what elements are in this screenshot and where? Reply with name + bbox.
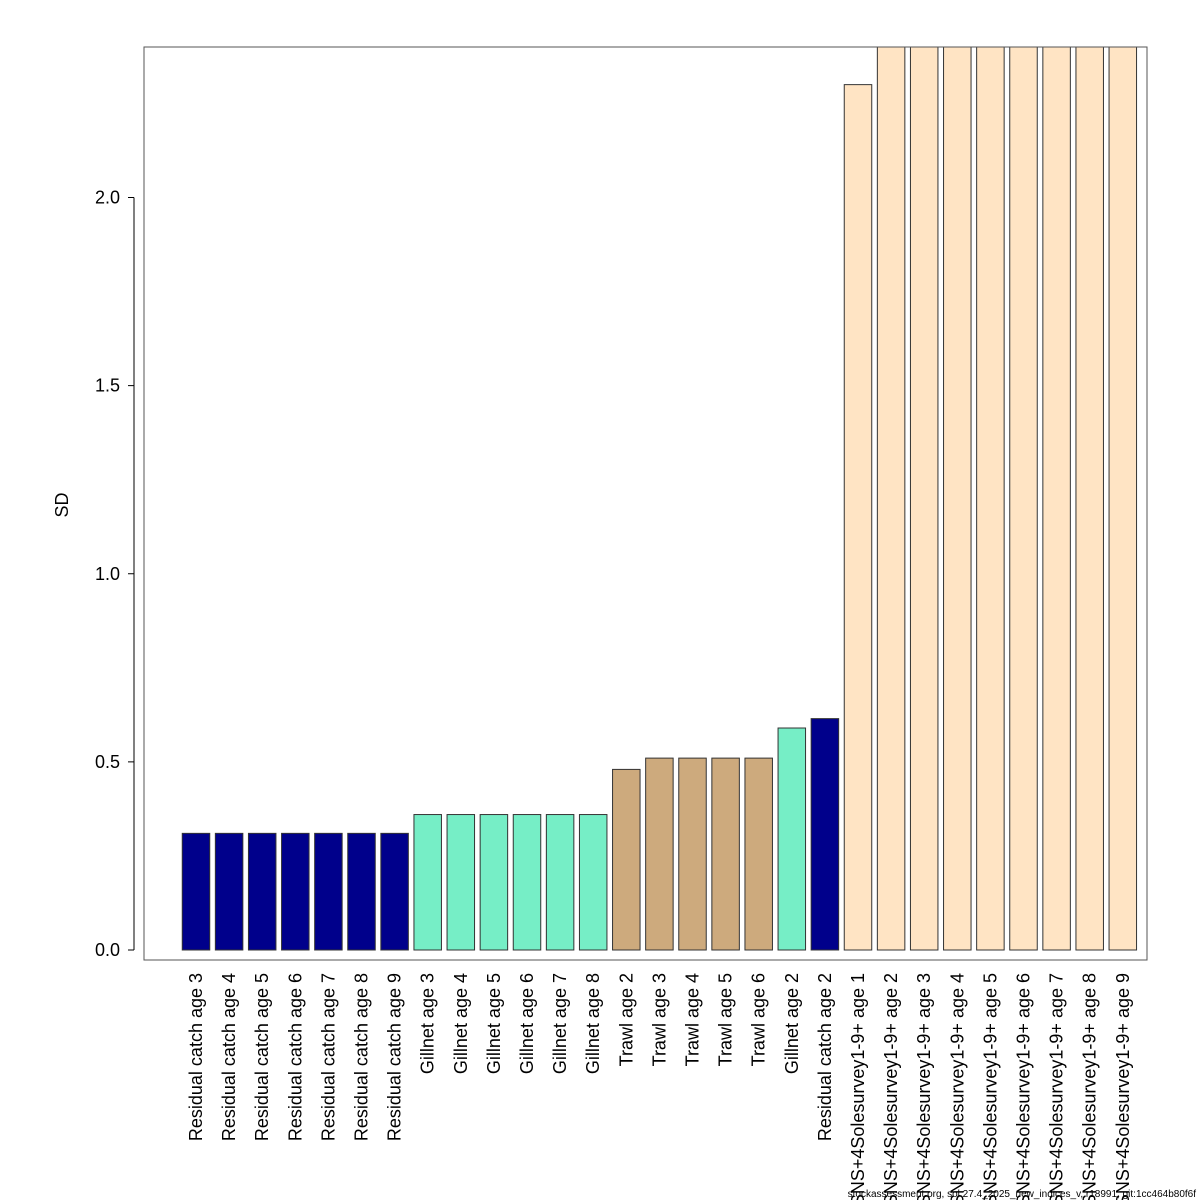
x-tick-label-17: Trawl age 5 — [716, 973, 736, 1066]
x-tick-label-5: Residual catch age 7 — [318, 973, 338, 1141]
x-tick-label-14: Trawl age 2 — [616, 973, 636, 1066]
bar-20 — [810, 718, 840, 951]
x-tick-label-16: Trawl age 4 — [683, 973, 703, 1066]
x-tick-label-7: Residual catch age 9 — [385, 973, 405, 1141]
x-tick-label-3: Residual catch age 5 — [252, 973, 272, 1141]
bar-25 — [976, 46, 1005, 951]
y-tick-label-3: 1.0 — [95, 564, 120, 584]
bar-24 — [943, 46, 972, 951]
bars-layer — [181, 46, 1138, 951]
bar-23 — [909, 46, 939, 951]
x-tick-label-20: Residual catch age 2 — [815, 973, 835, 1141]
bar-9 — [446, 814, 476, 951]
y-axis: 0.0 0.5 1.0 1.5 2.0 — [95, 188, 135, 960]
bar-18 — [744, 757, 773, 951]
x-tick-label-18: Trawl age 6 — [749, 973, 769, 1066]
x-tick-label-25: BTS+SNS+4Solesurvey1-9+ age 5 — [980, 973, 1000, 1200]
y-tick-label-1: 0.0 — [95, 940, 120, 960]
bar-7 — [380, 832, 409, 951]
bar-17 — [711, 757, 740, 951]
footer-text: stockassessment.org, sol.27.4_2025_new_i… — [848, 1189, 1197, 1200]
y-axis-title: SD — [52, 492, 72, 517]
x-tick-label-2: Residual catch age 4 — [219, 973, 239, 1141]
x-tick-label-15: Trawl age 3 — [649, 973, 669, 1066]
bar-22 — [876, 46, 906, 951]
x-tick-label-8: Gillnet age 3 — [418, 973, 438, 1074]
y-tick-label-5: 2.0 — [95, 188, 120, 208]
bar-3 — [247, 832, 277, 951]
x-tick-label-29: BTS+SNS+4Solesurvey1-9+ age 9 — [1113, 973, 1133, 1200]
bar-27 — [1042, 46, 1071, 951]
x-tick-label-6: Residual catch age 8 — [352, 973, 372, 1141]
x-tick-label-27: BTS+SNS+4Solesurvey1-9+ age 7 — [1047, 973, 1067, 1200]
x-tick-label-13: Gillnet age 8 — [583, 973, 603, 1074]
x-tick-label-10: Gillnet age 5 — [484, 973, 504, 1074]
bar-6 — [347, 832, 376, 951]
x-tick-label-9: Gillnet age 4 — [451, 973, 471, 1074]
x-tick-label-22: BTS+SNS+4Solesurvey1-9+ age 2 — [881, 973, 901, 1200]
bar-19 — [777, 727, 807, 951]
x-tick-label-1: Residual catch age 3 — [186, 973, 206, 1141]
bar-11 — [512, 814, 542, 951]
x-tick-label-23: BTS+SNS+4Solesurvey1-9+ age 3 — [914, 973, 934, 1200]
x-tick-label-19: Gillnet age 2 — [782, 973, 802, 1074]
x-tick-label-11: Gillnet age 6 — [517, 973, 537, 1074]
bar-21 — [843, 84, 873, 951]
bar-4 — [281, 832, 310, 951]
bar-5 — [314, 832, 343, 951]
x-tick-label-21: BTS+SNS+4Solesurvey1-9+ age 1 — [848, 973, 868, 1200]
bar-16 — [678, 757, 707, 951]
x-tick-label-24: BTS+SNS+4Solesurvey1-9+ age 4 — [947, 973, 967, 1200]
bar-10 — [479, 814, 509, 951]
bar-29 — [1108, 46, 1138, 951]
bar-12 — [545, 814, 575, 951]
bar-14 — [612, 768, 641, 951]
y-tick-label-2: 0.5 — [95, 752, 120, 772]
x-tick-label-4: Residual catch age 6 — [285, 973, 305, 1141]
x-tick-label-26: BTS+SNS+4Solesurvey1-9+ age 6 — [1014, 973, 1034, 1200]
bar-2 — [214, 832, 244, 951]
bar-28 — [1075, 46, 1104, 951]
x-axis-labels: Residual catch age 3 Residual catch age 4… — [186, 973, 1133, 1200]
bar-8 — [413, 814, 442, 951]
y-tick-label-4: 1.5 — [95, 376, 120, 396]
x-tick-label-12: Gillnet age 7 — [550, 973, 570, 1074]
plot-frame — [143, 46, 1148, 961]
bar-15 — [645, 757, 674, 951]
bar-1 — [181, 832, 211, 951]
bar-26 — [1009, 46, 1038, 951]
bar-13 — [578, 814, 608, 951]
x-tick-label-28: BTS+SNS+4Solesurvey1-9+ age 8 — [1080, 973, 1100, 1200]
